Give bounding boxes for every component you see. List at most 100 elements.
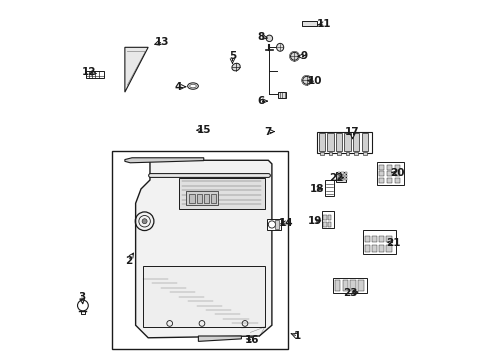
Bar [112,151,288,348]
Bar [333,278,367,293]
Bar [387,165,392,170]
Bar [364,230,395,253]
Ellipse shape [303,76,311,84]
Bar [338,178,341,180]
Bar [324,180,334,196]
Bar [275,220,279,229]
Polygon shape [125,158,204,163]
Bar [337,172,346,182]
Bar [336,134,342,151]
Ellipse shape [266,35,272,41]
Bar [190,194,195,203]
Bar [344,172,347,174]
Circle shape [142,219,147,224]
Ellipse shape [232,63,240,71]
Text: 4: 4 [175,82,182,92]
Bar [365,236,370,242]
Text: 8: 8 [258,32,265,41]
Polygon shape [198,336,242,341]
Polygon shape [136,160,272,338]
Bar [211,194,216,203]
Bar [143,266,265,327]
Bar [320,152,323,155]
Text: 2: 2 [125,256,132,266]
Bar [342,172,343,174]
Bar [328,222,331,226]
Text: 19: 19 [308,216,322,226]
Bar [342,178,343,180]
Bar [394,171,400,176]
Text: 13: 13 [155,37,170,47]
Text: 23: 23 [343,288,358,298]
Bar [318,134,325,151]
Text: 15: 15 [196,125,211,135]
Bar [394,178,400,183]
Bar [343,280,348,291]
Text: 7: 7 [265,127,272,136]
Bar [379,178,385,183]
Bar [379,165,385,170]
Bar [365,245,370,252]
Bar [350,280,356,291]
Text: 22: 22 [329,173,343,183]
Bar [354,152,358,155]
Bar [204,194,209,203]
Bar [327,134,334,151]
Bar [335,280,341,291]
Bar [337,152,341,155]
Text: 9: 9 [300,51,308,61]
Text: 14: 14 [279,218,294,228]
Bar [186,191,218,205]
Bar [338,175,341,177]
Text: 20: 20 [390,168,405,178]
Bar [358,280,364,291]
Text: 6: 6 [258,96,265,106]
Bar [344,178,347,180]
Bar [379,171,385,176]
Bar [323,222,327,226]
Bar [179,178,265,209]
Bar [278,92,286,98]
Ellipse shape [190,84,196,88]
Text: 12: 12 [82,67,96,77]
Bar [394,165,400,170]
Text: 17: 17 [345,127,360,136]
Bar [379,236,385,242]
Bar [323,215,327,220]
Bar [377,162,404,185]
Polygon shape [125,47,148,92]
Text: 21: 21 [387,238,401,248]
Bar [387,171,392,176]
Bar [338,172,341,174]
Bar [196,194,202,203]
Bar [346,152,349,155]
Bar [362,134,368,151]
Bar [344,134,351,151]
Text: 1: 1 [294,331,301,341]
Text: 10: 10 [308,76,322,86]
Ellipse shape [188,83,198,89]
Text: 18: 18 [310,184,324,194]
Bar [344,175,347,177]
Text: 16: 16 [245,334,259,345]
Bar [372,245,377,252]
Bar [353,134,359,151]
Bar [328,215,331,220]
Bar [379,245,385,252]
Bar [342,175,343,177]
Text: 11: 11 [317,19,331,29]
Text: 5: 5 [229,51,236,61]
Text: 3: 3 [78,292,85,302]
Bar [302,21,318,26]
Ellipse shape [291,52,298,60]
Bar [87,71,104,78]
Bar [322,211,334,228]
Ellipse shape [276,43,284,51]
Bar [329,152,332,155]
Bar [386,236,392,242]
Bar [267,219,281,230]
Bar [387,178,392,183]
Bar [372,236,377,242]
Bar [386,245,392,252]
Bar [317,132,372,153]
